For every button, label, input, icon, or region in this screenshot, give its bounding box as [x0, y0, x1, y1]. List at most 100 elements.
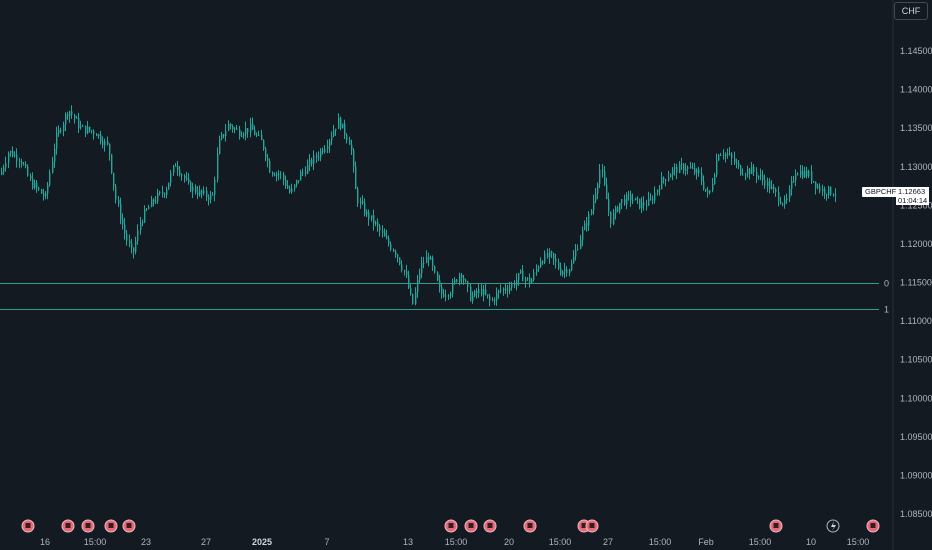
candle-body — [654, 192, 656, 201]
candle-body — [151, 199, 153, 208]
candle-body — [771, 186, 773, 189]
event-flag-icon[interactable] — [523, 519, 537, 533]
candle-body — [342, 123, 344, 129]
candle-body — [833, 194, 835, 196]
candle-body — [104, 140, 106, 146]
candle-body — [661, 177, 663, 190]
candle-body — [740, 165, 742, 175]
candle-body — [672, 168, 674, 175]
candle-body — [417, 279, 419, 292]
candle-body — [463, 277, 465, 281]
candle-body — [793, 180, 795, 182]
candle-body — [441, 287, 443, 294]
candle-body — [60, 129, 62, 132]
candle-body — [269, 160, 271, 173]
lightning-glyph — [831, 521, 836, 531]
candle-body — [586, 223, 588, 226]
candle-body — [102, 141, 104, 146]
candle-body — [450, 293, 452, 296]
x-tick-label: 15:00 — [84, 537, 107, 547]
event-flag-icon[interactable] — [21, 519, 35, 533]
horizontal-levels[interactable]: 01 — [0, 279, 889, 315]
candle-body — [212, 194, 214, 196]
event-flag-icon[interactable] — [866, 519, 880, 533]
candle-body — [353, 150, 355, 167]
time-axis[interactable]: 16 15:00 23 27 2025 7 13 15:00 20 15:00 27 15:00 Feb… — [40, 537, 869, 547]
candle-body — [657, 189, 659, 193]
candle-body — [663, 177, 665, 180]
event-flag-icon[interactable] — [464, 519, 478, 533]
candle-body — [100, 134, 102, 142]
candle-body — [52, 161, 54, 173]
candle-body — [448, 295, 450, 297]
candle-body — [142, 222, 144, 224]
candle-body — [252, 123, 254, 130]
candle-body — [195, 186, 197, 193]
candle-body — [734, 158, 736, 163]
candle-body — [729, 153, 731, 155]
candle-body — [764, 179, 766, 187]
price-axis[interactable]: 1.14500 1.14000 1.13500 1.13000 1.12500 1.120… — [900, 46, 932, 519]
event-flag-icon[interactable] — [444, 519, 458, 533]
lightning-icon[interactable] — [826, 519, 840, 533]
candle-body — [278, 173, 280, 175]
event-flag-icon[interactable] — [81, 519, 95, 533]
candle-body — [357, 188, 359, 204]
candle-body — [830, 186, 832, 195]
candle-body — [184, 175, 186, 179]
candle-body — [516, 279, 518, 286]
candle-body — [82, 125, 84, 127]
candle-body — [560, 268, 562, 275]
candle-body — [652, 199, 654, 201]
flag-glyph — [65, 523, 71, 528]
candle-body — [547, 253, 549, 258]
candle-body — [93, 131, 95, 135]
event-flag-icon[interactable] — [104, 519, 118, 533]
candle-body — [635, 197, 637, 201]
candle-body — [12, 151, 14, 157]
candle-body — [415, 291, 417, 304]
currency-selector-button[interactable]: CHF — [894, 2, 928, 20]
candle-body — [239, 129, 241, 137]
candle-body — [430, 257, 432, 260]
candle-body — [705, 188, 707, 191]
candle-body — [192, 186, 194, 192]
candle-body — [71, 111, 73, 115]
flag-glyph — [108, 523, 114, 528]
candle-body — [551, 251, 553, 254]
candle-body — [120, 203, 122, 220]
y-tick-label: 1.08500 — [900, 509, 932, 519]
candle-body — [511, 283, 513, 288]
x-tick-label: 15:00 — [445, 537, 468, 547]
event-flag-icon[interactable] — [122, 519, 136, 533]
candle-body — [410, 288, 412, 294]
candle-body — [74, 114, 76, 119]
candle-body — [529, 277, 531, 284]
candle-body — [153, 199, 155, 202]
candle-body — [509, 287, 511, 292]
candle-body — [146, 209, 148, 211]
candle-body — [289, 188, 291, 193]
candle-body — [129, 240, 131, 244]
event-markers[interactable] — [21, 519, 880, 533]
event-flag-icon[interactable] — [585, 519, 599, 533]
candle-body — [597, 184, 599, 194]
event-flag-icon[interactable] — [61, 519, 75, 533]
candle-body — [27, 166, 29, 176]
candle-body — [162, 191, 164, 194]
candle-body — [564, 269, 566, 272]
candle-body — [639, 198, 641, 209]
candle-body — [621, 199, 623, 203]
candle-body — [767, 181, 769, 187]
x-tick-label: Feb — [698, 537, 714, 547]
candle-body — [118, 199, 120, 204]
event-flag-icon[interactable] — [483, 519, 497, 533]
candle-body — [254, 129, 256, 136]
candle-body — [736, 162, 738, 164]
flag-glyph — [527, 523, 533, 528]
event-flag-icon[interactable] — [769, 519, 783, 533]
candle-body — [641, 202, 643, 209]
candle-body — [784, 199, 786, 205]
candle-body — [696, 169, 698, 174]
